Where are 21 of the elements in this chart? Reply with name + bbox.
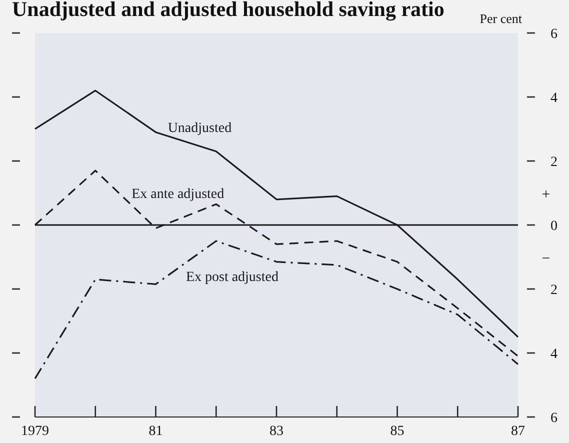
- chart-title: Unadjusted and adjusted household saving ratio: [12, 0, 444, 21]
- y-tick-label: 0: [550, 219, 558, 234]
- y-tick-label: 4: [550, 347, 558, 362]
- text: +: [542, 187, 550, 203]
- line-series: [34, 90, 519, 338]
- x-tick-label: 81: [148, 424, 163, 439]
- series-label: Ex ante adjusted: [132, 186, 224, 202]
- line-series: [34, 240, 519, 380]
- x-tick-label: 87: [511, 424, 525, 439]
- x-tick-label: 83: [270, 424, 284, 439]
- y-tick-label: 6: [550, 411, 558, 426]
- y-tick-label: 2: [550, 283, 558, 298]
- text: −: [542, 251, 550, 267]
- x-tick-label: 1979: [21, 424, 49, 439]
- y-tick-label: 4: [550, 91, 558, 106]
- y-tick-label: 2: [550, 155, 558, 170]
- series-label: Unadjusted: [168, 121, 232, 136]
- y-axis-title: Per cent: [480, 11, 522, 26]
- y-tick-label: 6: [550, 27, 558, 42]
- series-label: Ex post adjusted: [186, 270, 278, 285]
- x-tick-label: 85: [390, 424, 404, 439]
